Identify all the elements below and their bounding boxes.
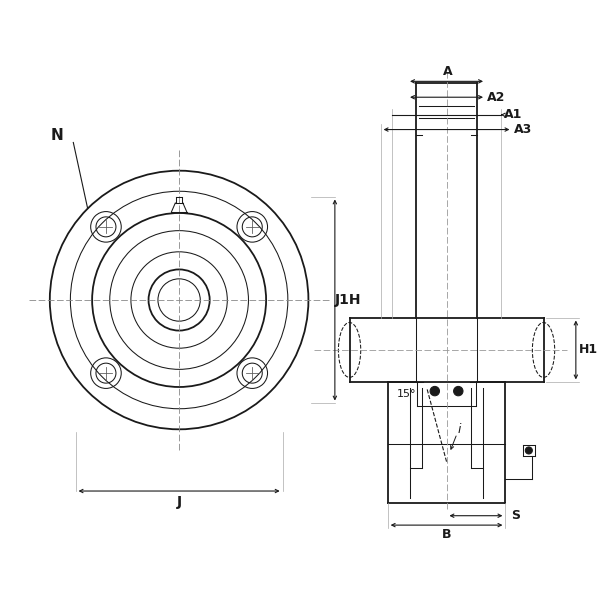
Circle shape — [433, 389, 437, 394]
Text: H1: H1 — [579, 343, 598, 356]
Text: A: A — [443, 65, 452, 79]
Text: A1: A1 — [505, 109, 523, 121]
Text: J1H: J1H — [335, 293, 361, 307]
Text: S: S — [511, 509, 520, 522]
Text: J: J — [176, 494, 182, 509]
Text: A2: A2 — [487, 91, 506, 104]
Text: A3: A3 — [514, 123, 532, 136]
Circle shape — [526, 447, 532, 454]
Text: B: B — [442, 528, 451, 541]
Text: 15°: 15° — [397, 389, 416, 399]
Text: i: i — [458, 423, 461, 436]
Circle shape — [430, 386, 439, 396]
Circle shape — [456, 389, 461, 394]
Text: N: N — [50, 128, 63, 143]
Circle shape — [454, 386, 463, 396]
